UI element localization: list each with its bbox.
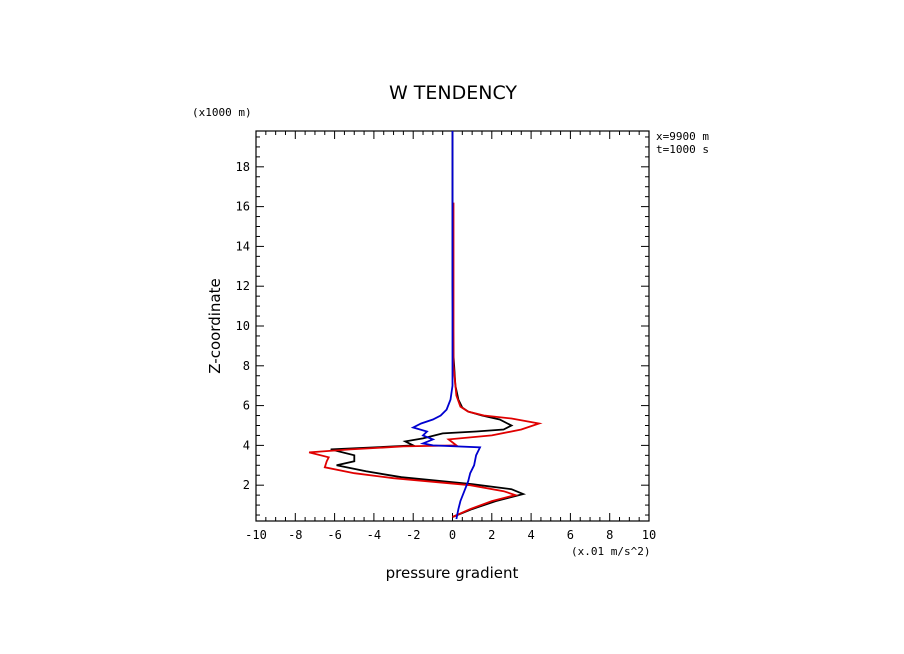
x-units-label: (x.01 m/s^2) [571,545,650,558]
annotation-t: t=1000 s [656,143,709,156]
y-tick-label: 6 [243,399,250,413]
x-tick-label: 0 [449,528,456,542]
data-series [308,131,543,520]
axis-ticks: -10 -8 -6 -4 -2 0 2 4 6 8 10 2 4 6 8 10 12 14 16 18 [236,131,656,542]
x-tick-label: 2 [488,528,495,542]
y-tick-label: 10 [236,319,250,333]
y-tick-label: 2 [243,478,250,492]
y-tick-label: 8 [243,359,250,373]
x-tick-label: 4 [527,528,534,542]
series-line-3 [410,131,482,520]
y-axis-label: Z-coordinate [206,278,224,373]
x-tick-label: -8 [288,528,302,542]
y-tick-label: 12 [236,279,250,293]
series-line-2 [308,202,543,518]
y-tick-label: 16 [236,200,250,214]
y-tick-label: 14 [236,239,250,253]
y-tick-label: 4 [243,438,250,452]
y-tick-label: 18 [236,160,250,174]
chart-title: W TENDENCY [389,82,517,104]
y-units-label: (x1000 m) [192,106,252,119]
x-axis-label: pressure gradient [386,564,519,582]
x-tick-label: -6 [327,528,341,542]
x-tick-label: -4 [367,528,381,542]
x-tick-label: 8 [606,528,613,542]
x-tick-label: -10 [245,528,267,542]
series-line-1 [330,131,527,518]
x-tick-label: -2 [406,528,420,542]
annotation-x: x=9900 m [656,130,709,143]
x-tick-label: 6 [567,528,574,542]
x-tick-label: 10 [642,528,656,542]
